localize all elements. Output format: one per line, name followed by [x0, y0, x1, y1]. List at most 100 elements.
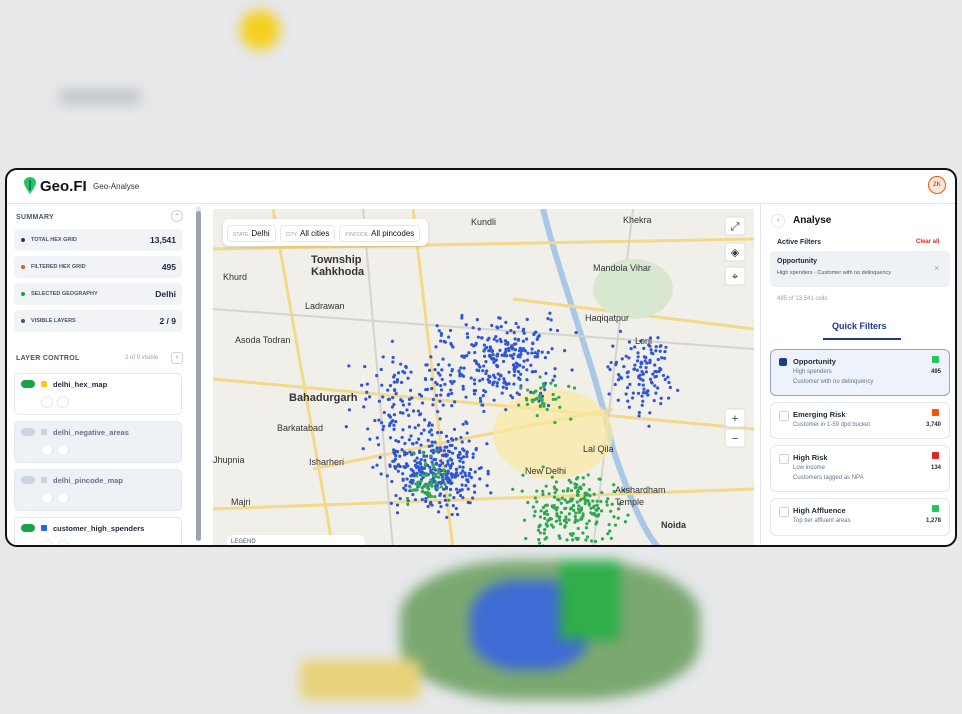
map-point [386, 388, 390, 392]
layer-toggle[interactable] [21, 428, 35, 436]
map-point [501, 359, 506, 364]
map-point [395, 511, 400, 515]
map-point [434, 345, 438, 349]
layer-action[interactable] [57, 492, 69, 504]
layer-action[interactable] [41, 492, 53, 504]
layer-toggle[interactable] [21, 476, 35, 484]
filter-pill[interactable]: PINCODE All pincodes [339, 225, 421, 242]
layer-card[interactable]: customer_high_spenders [14, 517, 182, 545]
layer-action[interactable] [57, 444, 69, 456]
map-point [520, 489, 524, 493]
map-point [626, 375, 630, 379]
map-point [587, 488, 592, 492]
map-point [538, 541, 542, 545]
avatar[interactable]: ZK [928, 176, 946, 194]
map-point [419, 431, 423, 436]
quick-filters-tab[interactable]: Quick Filters [832, 321, 887, 331]
map-point [465, 452, 469, 456]
layer-card[interactable]: delhi_negative_areas [14, 421, 182, 463]
map-point [390, 420, 394, 424]
map-point [538, 404, 542, 409]
filter-pill[interactable]: STATE Delhi [227, 225, 276, 242]
map-point [659, 344, 663, 348]
map-point [445, 503, 449, 507]
map[interactable]: Kundli Khekra Township Kahkhoda Mandola Viha… [213, 209, 754, 547]
remove-filter[interactable]: × [934, 263, 940, 273]
back-button[interactable]: ‹ [771, 214, 785, 228]
map-point [646, 389, 650, 393]
map-point [394, 493, 398, 498]
map-point [553, 491, 557, 495]
map-point [495, 381, 500, 385]
map-point [478, 477, 482, 481]
map-point [543, 537, 547, 541]
map-point [425, 363, 429, 367]
map-point [451, 503, 455, 508]
filter-pill[interactable]: CITY All cities [279, 225, 336, 242]
map-control[interactable] [724, 242, 746, 262]
map-point [585, 535, 590, 539]
map-point [641, 378, 645, 382]
map-control[interactable] [724, 266, 746, 286]
map-point [404, 483, 408, 488]
quick-filter-card[interactable]: Emerging Risk Customer in 1-59 dpd bucket… [770, 402, 950, 439]
map-point [391, 360, 395, 364]
quick-filter-card[interactable]: High Risk Low income Customers tagged as N… [770, 445, 950, 492]
map-point [513, 337, 517, 341]
map-point [438, 417, 442, 421]
layer-action[interactable] [41, 396, 53, 408]
layer-action[interactable] [57, 396, 69, 408]
map-point [488, 348, 492, 352]
map-point [494, 358, 498, 362]
layer-action[interactable] [41, 444, 53, 456]
map-point [499, 340, 503, 344]
map-point [608, 529, 612, 533]
collapse-button[interactable]: − [171, 210, 183, 222]
map-point [658, 366, 662, 371]
map-point [658, 349, 662, 353]
map-control[interactable] [724, 216, 746, 236]
card-checkbox[interactable] [779, 454, 789, 464]
card-checkbox[interactable] [779, 411, 789, 421]
map-point [654, 349, 658, 353]
map-point [430, 423, 434, 427]
map-point [403, 441, 407, 446]
quick-filter-card[interactable]: High Affluence Top tier affluent areas 1,2… [770, 498, 950, 536]
card-checkbox[interactable] [779, 507, 789, 517]
map-point [648, 358, 652, 362]
clear-all[interactable]: Clear all [916, 239, 940, 245]
map-point [393, 457, 398, 461]
map-point [456, 473, 460, 478]
expand-button[interactable]: › [171, 352, 183, 364]
map-point [450, 443, 454, 448]
map-point [642, 346, 646, 350]
card-color [932, 505, 939, 512]
map-point [541, 465, 545, 469]
map-point [441, 357, 445, 361]
layer-toggle[interactable] [21, 380, 35, 388]
layer-toggle[interactable] [21, 524, 35, 532]
map-point [541, 544, 545, 545]
card-checkbox[interactable] [779, 358, 787, 366]
map-point [377, 443, 381, 447]
map-point [627, 405, 631, 409]
map-point [595, 503, 599, 507]
map-point [641, 399, 645, 403]
map-control[interactable] [724, 428, 746, 448]
map-point [392, 413, 397, 417]
map-control[interactable] [724, 408, 746, 428]
map-point [485, 442, 489, 446]
quick-filter-card[interactable]: Opportunity High spenders Customer with no… [770, 349, 950, 396]
map-point [413, 459, 417, 463]
map-point [554, 397, 558, 401]
map-point [460, 316, 464, 320]
layer-action[interactable] [57, 540, 69, 545]
map-point [553, 374, 557, 378]
map-point [420, 465, 424, 469]
layer-card[interactable]: delhi_pincode_map [14, 469, 182, 511]
layer-action[interactable] [41, 540, 53, 545]
map-point [542, 512, 547, 516]
layer-card[interactable]: delhi_hex_map [14, 373, 182, 415]
map-point [442, 487, 446, 491]
